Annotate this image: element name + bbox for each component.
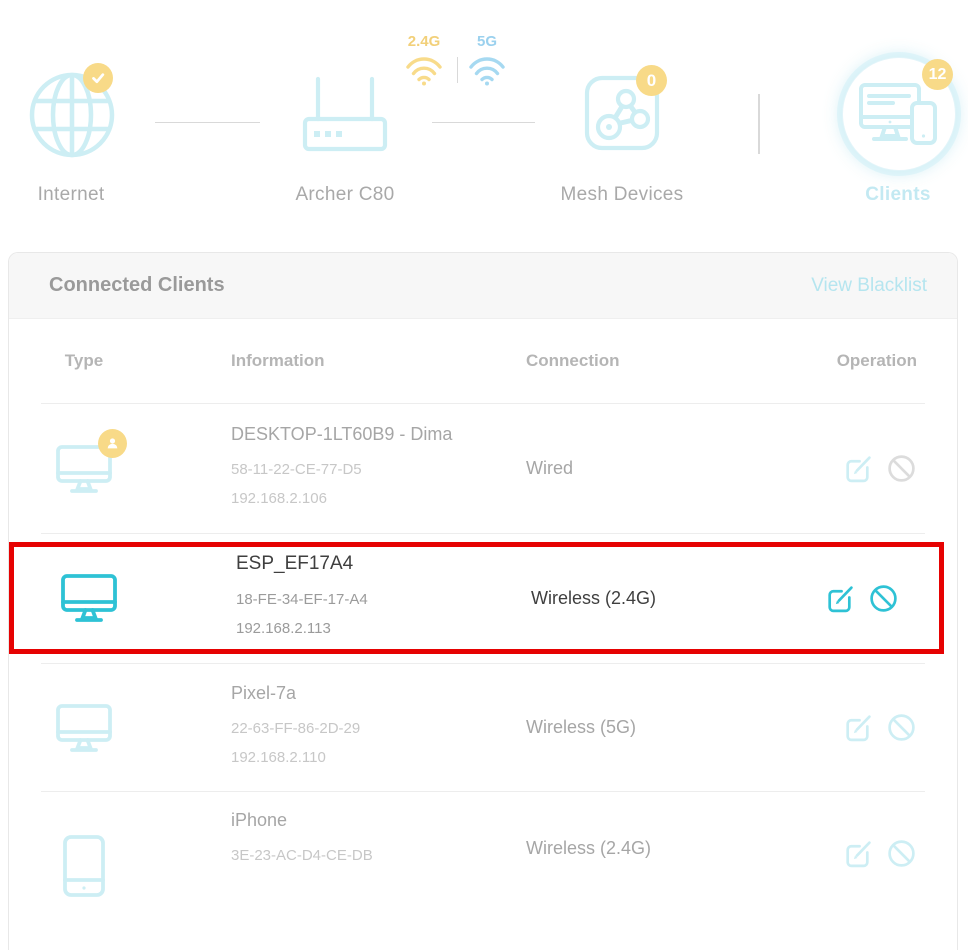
mesh-devices-label: Mesh Devices [560,184,684,205]
wifi-24g-icon [404,54,444,86]
clients-count-badge: 12 [922,59,953,90]
device-mac: 3E-23-AC-D4-CE-DB [231,847,373,864]
internet-label: Internet [37,184,105,205]
mesh-count-badge: 0 [636,65,667,96]
connection-type: Wireless (5G) [526,717,637,737]
connection-type: Wireless (2.4G) [531,587,657,608]
highlighted-row-outline: ESP_EF17A4 18-FE-34-EF-17-A4 192.168.2.1… [9,542,944,654]
device-ip: 192.168.2.113 [236,620,331,637]
device-mac: 22-63-FF-86-2D-29 [231,720,361,737]
owner-badge [98,428,127,458]
device-info-cell: iPhone 3E-23-AC-D4-CE-DB [159,810,454,870]
connection-type: Wireless (2.4G) [526,838,652,858]
globe-icon [29,72,115,158]
row-divider [41,533,925,534]
check-icon [92,73,105,84]
network-topology: Internet Archer C80 2.4G 5G [0,0,968,252]
connection-type: Wired [526,458,574,478]
table-row-clipped: iPhone 3E-23-AC-D4-CE-DB Wireless (2.4G) [9,792,957,950]
panel-header: Connected Clients View Blacklist [9,253,957,319]
operation-cell [842,453,957,484]
column-header-information: Information [231,351,325,370]
device-mac: 18-FE-34-EF-17-A4 [236,591,368,608]
clients-label: Clients [865,184,931,205]
column-header-connection: Connection [526,351,620,370]
table-row: DESKTOP-1LT60B9 - Dima 58-11-22-CE-77-D5… [9,404,957,533]
band-5g-label: 5G [476,33,497,50]
device-name: DESKTOP-1LT60B9 - Dima [231,424,453,444]
edit-client-button[interactable] [842,712,873,743]
table-header-row: Type Information Connection Operation [9,319,957,403]
block-client-button[interactable] [868,583,899,614]
row-divider [41,663,925,664]
device-ip: 192.168.2.110 [231,749,326,766]
device-type-cell [61,834,107,898]
band-24g-label: 2.4G [407,33,441,50]
column-header-operation: Operation [836,351,917,370]
row-divider [41,791,925,792]
desktop-icon [56,703,112,752]
edit-client-button[interactable] [824,583,855,614]
clients-icon [859,83,937,145]
router-node[interactable] [297,75,393,155]
device-name: iPhone [231,810,288,830]
table-row: iPhone 3E-23-AC-D4-CE-DB Wireless (2.4G) [9,792,957,950]
device-mac: 58-11-22-CE-77-D5 [231,461,362,478]
router-label: Archer C80 [295,184,395,205]
table-row: Pixel-7a 22-63-FF-86-2D-29 192.168.2.110… [9,664,957,791]
device-type-cell [55,428,127,495]
edit-client-button[interactable] [842,838,873,869]
desktop-icon [56,444,112,493]
column-header-type: Type [64,351,104,370]
connected-clients-panel: Connected Clients View Blacklist Type In… [8,252,958,950]
device-name: ESP_EF17A4 [236,553,354,574]
band-divider [457,57,458,83]
connector-router-mesh [432,122,535,123]
device-name: Pixel-7a [231,683,297,703]
internet-node[interactable] [27,63,117,159]
user-icon [107,437,118,448]
device-ip: 192.168.2.106 [231,490,327,507]
wifi-5g-icon [467,54,507,86]
device-type-cell [60,572,118,624]
router-icon [302,76,388,152]
topology-divider [758,94,760,154]
device-info-cell: ESP_EF17A4 18-FE-34-EF-17-A4 192.168.2.1… [164,553,459,643]
view-blacklist-link[interactable]: View Blacklist [811,274,927,296]
mesh-devices-node[interactable]: 0 [582,65,667,153]
desktop-icon [61,574,117,622]
row-divider [41,403,925,404]
operation-cell [824,583,939,614]
device-type-cell [55,702,113,754]
internet-check-badge [83,63,113,93]
connector-internet-router [155,122,260,123]
device-info-cell: DESKTOP-1LT60B9 - Dima 58-11-22-CE-77-D5… [159,424,454,513]
block-client-button[interactable] [886,712,917,743]
table-row-highlighted: ESP_EF17A4 18-FE-34-EF-17-A4 192.168.2.1… [14,547,939,649]
mesh-icon [584,75,660,151]
block-client-button[interactable] [886,453,917,484]
edit-client-button[interactable] [842,453,873,484]
panel-title: Connected Clients [49,274,225,296]
operation-cell [842,712,957,743]
device-info-cell: Pixel-7a 22-63-FF-86-2D-29 192.168.2.110 [159,683,454,772]
block-client-button[interactable] [886,838,917,869]
operation-cell [842,838,957,869]
phone-icon [63,835,105,897]
